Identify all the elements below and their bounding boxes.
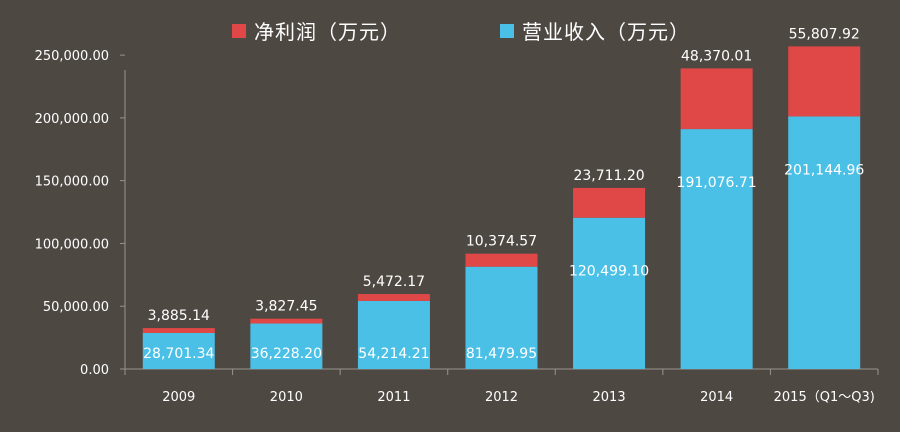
data-label-revenue: 36,228.20 [251,346,322,362]
x-tick-label: 2013 [593,390,626,405]
y-tick-label: 50,000.00 [43,300,109,315]
bar-net-profit [573,187,646,218]
bar-net-profit [142,328,215,333]
legend-item-net-profit: 净利润（万元） [232,16,401,45]
legend-label-net-profit: 净利润（万元） [254,20,401,44]
bar-net-profit [357,294,430,301]
bar-revenue [680,129,753,369]
bar-net-profit [788,46,861,117]
bar-revenue [573,217,646,369]
data-label-revenue: 191,076.71 [677,175,757,191]
x-tick-label: 2010 [270,390,303,405]
data-label-net-profit: 23,711.20 [573,168,644,184]
bar-revenue [357,300,430,369]
data-label-net-profit: 3,885.14 [148,308,210,324]
y-tick-label: 0.00 [80,363,109,378]
data-label-net-profit: 48,370.01 [681,48,752,64]
bar-revenue [250,323,323,369]
x-tick-label: 2011 [377,390,410,405]
chart-legend: 净利润（万元） 营业收入（万元） [0,16,900,56]
bar-net-profit [250,318,323,324]
bar-net-profit [680,68,753,130]
data-label-revenue: 201,144.96 [784,162,864,178]
y-tick-label: 150,000.00 [35,175,109,190]
bar-net-profit [465,253,538,267]
data-label-revenue: 54,214.21 [358,346,429,362]
legend-label-revenue: 营业收入（万元） [522,20,690,44]
data-label-net-profit: 3,827.45 [255,299,317,315]
data-label-net-profit: 10,374.57 [466,234,537,250]
y-tick-label: 100,000.00 [35,237,109,252]
x-tick-label: 2009 [162,390,195,405]
x-tick-label: 2014 [700,390,733,405]
data-label-revenue: 81,479.95 [466,346,537,362]
bar-revenue [788,116,861,369]
data-label-net-profit: 55,807.92 [789,26,860,42]
legend-swatch-net-profit [232,23,246,38]
data-label-revenue: 120,499.10 [569,264,649,280]
y-tick-label: 250,000.00 [35,49,109,64]
x-tick-label: 2012 [485,390,518,405]
data-label-revenue: 28,701.34 [143,346,214,362]
legend-item-revenue: 营业收入（万元） [500,16,690,45]
x-tick-label: 2015（Q1～Q3) [774,390,875,405]
bar-revenue [465,266,538,369]
data-label-net-profit: 5,472.17 [363,274,425,290]
bar-revenue [142,332,215,369]
y-tick-label: 200,000.00 [35,112,109,127]
legend-swatch-revenue [500,23,514,38]
